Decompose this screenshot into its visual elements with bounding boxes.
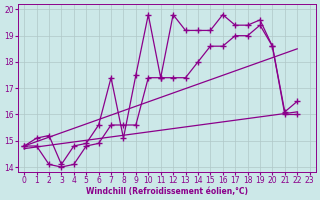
X-axis label: Windchill (Refroidissement éolien,°C): Windchill (Refroidissement éolien,°C) — [86, 187, 248, 196]
